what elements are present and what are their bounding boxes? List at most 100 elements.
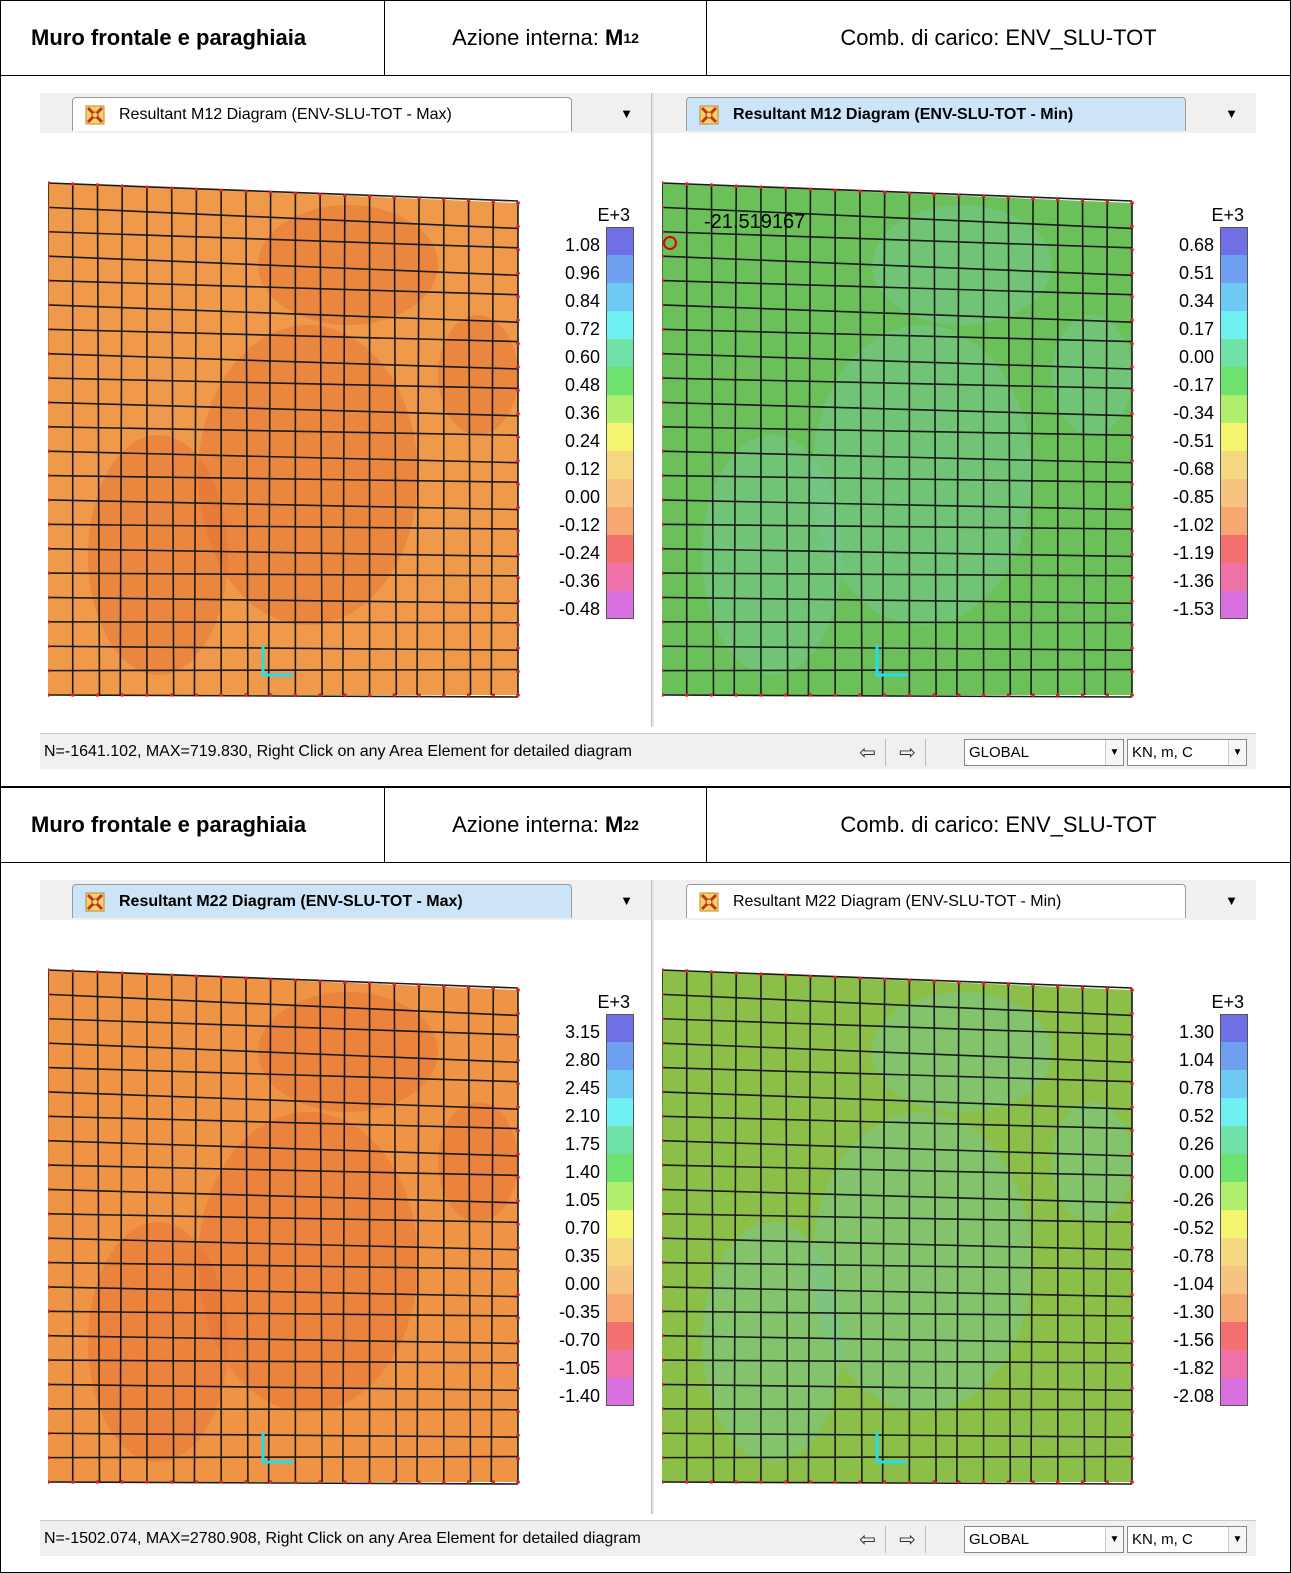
mesh-node (516, 1105, 520, 1109)
tab-diagram-min[interactable]: Resultant M22 Diagram (ENV-SLU-TOT - Min… (686, 884, 1186, 918)
mesh-node (48, 1382, 50, 1387)
legend-value: 2.10 (564, 1106, 600, 1126)
contour-plot[interactable] (662, 962, 1142, 1487)
arrow-left-icon[interactable]: ⇦ (850, 1526, 886, 1553)
chevron-down-icon[interactable]: ▼ (620, 893, 633, 908)
chevron-down-icon[interactable]: ▼ (1225, 893, 1238, 908)
legend-value: 0.78 (1178, 1078, 1214, 1098)
legend-value: 0.72 (564, 319, 600, 339)
mesh-node (662, 1455, 664, 1460)
mesh-node (48, 1407, 50, 1411)
mesh-node (882, 1480, 887, 1484)
mesh-node (48, 595, 50, 600)
contour-plot[interactable] (48, 175, 528, 700)
mesh-line (170, 188, 175, 696)
mesh-node (516, 622, 520, 627)
mesh-node (662, 693, 664, 697)
mesh-line (48, 694, 519, 698)
mesh-node (808, 693, 813, 697)
mesh-background (48, 970, 518, 1482)
mesh-node (417, 693, 421, 697)
mesh-node (367, 1480, 372, 1484)
mesh-line (662, 474, 1133, 483)
arrow-right-icon[interactable]: ⇨ (890, 1526, 926, 1553)
sap-logo-icon (699, 105, 719, 124)
mesh-node (244, 1480, 248, 1484)
contour-region (88, 1222, 228, 1462)
mesh-node (491, 200, 496, 204)
legend-value: -2.08 (1172, 1386, 1214, 1406)
mesh-node (516, 1035, 520, 1039)
mesh-line (933, 194, 937, 696)
legend-swatch (1220, 255, 1248, 283)
units-select[interactable]: KN, m, C ▼ (1127, 1526, 1247, 1553)
mesh-line (48, 1286, 519, 1298)
contour-plot[interactable] (48, 962, 528, 1487)
mesh-line (859, 978, 863, 1483)
tab-diagram-max[interactable]: Resultant M22 Diagram (ENV-SLU-TOT - Max… (72, 884, 572, 918)
mesh-node (194, 187, 199, 192)
legend-value: -0.36 (558, 571, 600, 591)
mesh-line (96, 972, 101, 1483)
diagram-pane-min: Resultant M22 Diagram (ENV-SLU-TOT - Min… (654, 880, 1256, 1514)
legend-value: 0.48 (564, 375, 600, 395)
units-select[interactable]: KN, m, C ▼ (1127, 739, 1247, 766)
mesh-node (516, 224, 520, 229)
contour-region (1052, 315, 1132, 435)
chevron-down-icon[interactable]: ▼ (1105, 740, 1123, 765)
tab-diagram-min[interactable]: Resultant M12 Diagram (ENV-SLU-TOT - Min… (686, 97, 1186, 131)
coord-system-select[interactable]: GLOBAL ▼ (964, 1526, 1124, 1553)
mesh-node (1130, 622, 1134, 627)
mesh-line (662, 1408, 1133, 1411)
contour-plot[interactable] (662, 175, 1142, 700)
mesh-node (441, 693, 446, 697)
pane-splitter[interactable] (651, 93, 654, 727)
legend-swatch (606, 1126, 634, 1154)
mesh-node (48, 376, 50, 380)
mesh-node (1105, 200, 1110, 204)
coord-system-select[interactable]: GLOBAL ▼ (964, 739, 1124, 766)
mesh-node (684, 182, 689, 186)
arrow-right-icon[interactable]: ⇨ (890, 739, 926, 766)
pane-splitter[interactable] (651, 880, 654, 1514)
mesh-line (807, 976, 812, 1483)
mesh-line (48, 1042, 519, 1064)
mesh-node (1130, 1339, 1134, 1344)
azione-subscript: 12 (623, 30, 639, 46)
load-combination: Comb. di carico: ENV_SLU-TOT (840, 25, 1157, 50)
mesh-background (662, 183, 1132, 695)
mesh-node (48, 1065, 50, 1070)
mesh-node (759, 185, 763, 190)
mesh-node (1130, 365, 1134, 369)
mesh-line (48, 401, 519, 417)
mesh-node (882, 977, 887, 982)
mesh-line (662, 645, 1133, 651)
chevron-down-icon[interactable]: ▼ (620, 106, 633, 121)
mesh-node (1080, 1480, 1085, 1484)
azione-subscript: 22 (623, 817, 639, 833)
mesh-node (120, 1480, 125, 1484)
chevron-down-icon[interactable]: ▼ (1105, 1527, 1123, 1552)
contour-region (812, 325, 1032, 625)
mesh-line (48, 1237, 519, 1251)
azione-interna: Azione interna: M 12 (385, 1, 707, 75)
mesh-line (1081, 987, 1086, 1483)
legend-value: 0.68 (1178, 235, 1214, 255)
contour-region (812, 1112, 1032, 1412)
arrow-left-icon[interactable]: ⇦ (850, 739, 886, 766)
mesh-node (981, 981, 986, 986)
chevron-down-icon[interactable]: ▼ (1225, 106, 1238, 121)
mesh-node (1006, 195, 1011, 200)
legend-value: 1.05 (564, 1190, 600, 1210)
legend-swatch (606, 451, 634, 479)
mesh-node (466, 199, 471, 203)
chevron-down-icon[interactable]: ▼ (1228, 740, 1246, 765)
legend-value: 0.00 (564, 1274, 600, 1294)
mesh-node (169, 973, 174, 978)
legend-swatch (1220, 1182, 1248, 1210)
tab-diagram-max[interactable]: Resultant M12 Diagram (ENV-SLU-TOT - Max… (72, 97, 572, 131)
tab-bar: Resultant M12 Diagram (ENV-SLU-TOT - Min… (654, 93, 1256, 133)
mesh-node (95, 970, 100, 974)
chevron-down-icon[interactable]: ▼ (1228, 1527, 1246, 1552)
tab-label: Resultant M22 Diagram (ENV-SLU-TOT - Max… (119, 892, 463, 910)
